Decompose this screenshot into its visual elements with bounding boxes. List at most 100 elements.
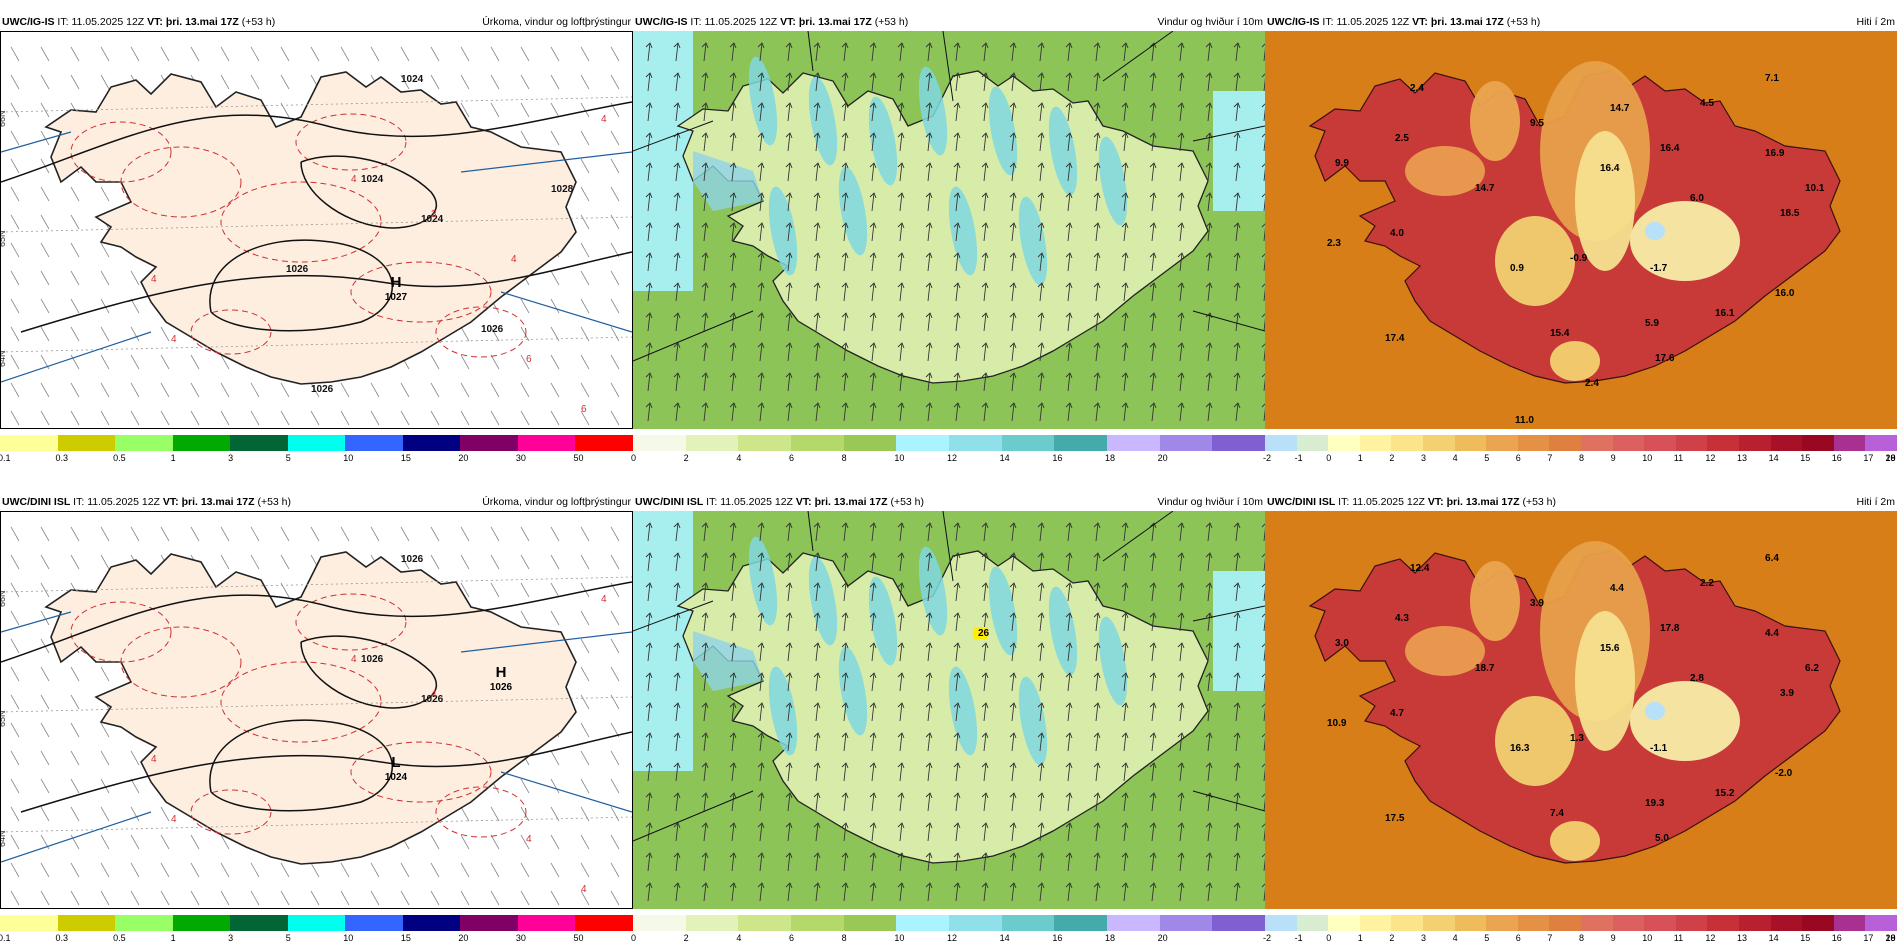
wind-barb — [40, 526, 50, 542]
wind-arrow — [1233, 162, 1241, 182]
wind-barb — [10, 130, 20, 146]
wind-arrow — [785, 882, 793, 902]
wind-arrow — [897, 522, 905, 542]
wind-arrow — [841, 582, 849, 602]
wind-barb — [520, 298, 530, 314]
wind-arrow — [701, 312, 709, 332]
wind-arrow — [701, 762, 709, 782]
wind-arrow — [869, 282, 877, 302]
colorbar-tick-label: 10 — [343, 933, 354, 943]
colorbar-tick-label: 20 — [458, 933, 469, 943]
wind-barb — [490, 410, 500, 426]
wind-arrow — [701, 642, 709, 662]
colorbar-swatch — [1738, 915, 1771, 931]
lat-label: 65N — [1, 710, 7, 727]
wind-arrow — [1065, 702, 1073, 722]
wind-arrow — [673, 612, 681, 632]
wind-arrow — [1093, 372, 1101, 392]
wind-arrow — [645, 642, 653, 662]
wind-arrow — [785, 192, 793, 212]
latitude-line — [1, 696, 632, 713]
wind-barb — [40, 582, 50, 598]
wind-barb — [250, 382, 260, 398]
wind-arrow — [757, 762, 765, 782]
wind-barb — [70, 862, 80, 878]
wind-barb — [280, 554, 290, 570]
colorbar-tick-label: 1 — [1357, 453, 1363, 463]
wind-arrow — [1037, 642, 1045, 662]
temperature-label: 18.5 — [1780, 208, 1800, 219]
colorbar-swatch — [1359, 915, 1392, 931]
wind-arrow — [673, 132, 681, 152]
pressure-center-value: 1026 — [490, 682, 513, 693]
wind-barb — [190, 834, 200, 850]
precip-label: 4 — [151, 754, 157, 765]
wind-barb — [400, 862, 410, 878]
wind-barb — [70, 834, 80, 850]
wind-arrow — [1093, 102, 1101, 122]
wind-barb — [130, 778, 140, 794]
colorbar-swatch — [1296, 915, 1329, 931]
colorbar-swatch — [896, 435, 950, 451]
temperature-label: 10.1 — [1805, 183, 1825, 194]
wind-barb — [10, 638, 20, 654]
wind-arrow — [1149, 612, 1157, 632]
temperature-map-svg: 7.1 2.4 4.5 14.7 9.5 2.5 16.9 9.9 16.4 16.4 10.1 14… — [1265, 31, 1897, 429]
wind-arrow — [785, 402, 793, 422]
wind-arrow — [673, 72, 681, 92]
wind-arrow — [813, 732, 821, 752]
wind-arrow — [981, 732, 989, 752]
wind-arrow — [1009, 642, 1017, 662]
colorbar-swatch — [1107, 915, 1160, 931]
wind-barb — [610, 186, 620, 202]
wind-arrow — [701, 132, 709, 152]
wind-barb — [400, 526, 410, 542]
temperature-label: 5.9 — [1645, 318, 1659, 329]
wind-arrow — [1149, 222, 1157, 242]
pressure-center-value: 1027 — [385, 292, 408, 303]
colorbar-swatch — [1001, 915, 1055, 931]
meridian-line — [500, 771, 632, 813]
wind-barb — [370, 410, 380, 426]
colorbar-tick-label: 20 — [1157, 453, 1168, 463]
colorbar-tick-label: 17 — [1863, 933, 1874, 943]
wind-barb — [70, 750, 80, 766]
colorbar-swatch — [949, 915, 1002, 931]
wind-barb — [70, 270, 80, 286]
colorbar-tick-label: -2 — [1263, 453, 1272, 463]
wind-arrow — [1093, 852, 1101, 872]
wind-arrow — [1009, 882, 1017, 902]
map-precip: 66N 65N 64N 1024 1024 1024 1026 1026 1028 1026 4 4 3… — [0, 31, 633, 429]
wind-barb — [100, 526, 110, 542]
colorbar-tick-label: 18 — [1105, 453, 1116, 463]
wind-arrow — [673, 42, 681, 62]
wind-arrow — [869, 852, 877, 872]
precip-contour — [70, 601, 172, 663]
wind-arrow — [701, 852, 709, 872]
latitude-line — [1, 816, 632, 833]
wind-arrow — [1261, 643, 1265, 662]
wind-arrow — [1121, 792, 1129, 812]
wind-arrow — [1261, 613, 1265, 632]
colorbar-swatch — [1644, 915, 1676, 931]
wind-arrow — [1009, 192, 1017, 212]
colorbar-tick-label: 3 — [1421, 453, 1427, 463]
wind-arrow — [925, 282, 933, 302]
wind-arrow — [925, 372, 933, 392]
colorbar-swatch — [1328, 915, 1360, 931]
wind-arrow — [701, 162, 709, 182]
wind-arrow — [1261, 583, 1265, 602]
wind-arrow — [813, 522, 821, 542]
wind-barb — [550, 270, 560, 286]
wind-arrow — [1233, 252, 1241, 272]
wind-arrow — [1037, 762, 1045, 782]
wind-barb — [40, 862, 50, 878]
wind-arrow — [925, 822, 933, 842]
wind-barb — [610, 74, 620, 90]
wind-barb — [520, 862, 530, 878]
temperature-region — [1630, 681, 1740, 761]
colorbar-tick-label: 7 — [1547, 933, 1553, 943]
wind-arrow — [1009, 732, 1017, 752]
wind-arrow — [925, 552, 933, 572]
wind-arrow — [953, 402, 961, 422]
